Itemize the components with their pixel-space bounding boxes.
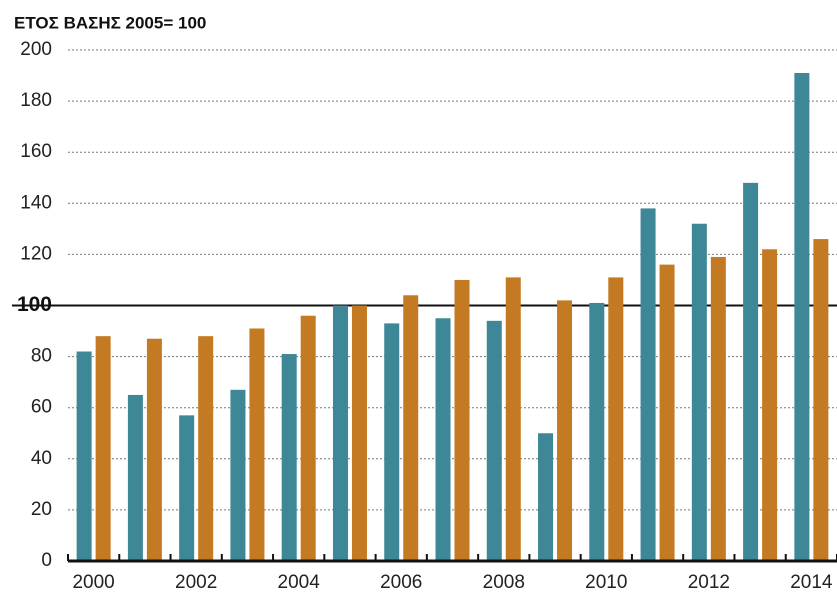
x-tick-label: 2008 (483, 572, 525, 593)
y-tick-label: 40 (31, 448, 52, 469)
bar (146, 338, 162, 561)
bar (76, 351, 92, 561)
y-tick-label: 20 (31, 499, 52, 520)
bar (95, 336, 111, 561)
bar (403, 295, 419, 561)
bar (608, 277, 624, 561)
bar (454, 279, 470, 561)
y-tick-label: 200 (20, 39, 52, 60)
bar (300, 315, 316, 561)
y-tick-label: 80 (31, 346, 52, 367)
chart-title: ΕΤΟΣ ΒΑΣΗΣ 2005= 100 (14, 13, 206, 32)
y-tick-label: 180 (20, 90, 52, 111)
bar (351, 305, 367, 561)
bar (743, 182, 759, 562)
bar (281, 354, 297, 561)
bar (710, 256, 726, 561)
bar (762, 249, 778, 562)
bar (486, 320, 502, 561)
bar (589, 302, 605, 561)
bar (332, 305, 348, 561)
bar (691, 223, 707, 562)
bar (435, 318, 451, 561)
x-tick-label: 2010 (585, 572, 627, 593)
bar (249, 328, 265, 561)
y-tick-label: 120 (20, 243, 52, 264)
y-tick-label: 140 (20, 192, 52, 213)
x-tick-label: 2006 (380, 572, 422, 593)
x-tick-label: 2012 (688, 572, 730, 593)
bar (538, 433, 554, 561)
bar (198, 336, 214, 561)
bar (179, 415, 195, 561)
bar (640, 208, 656, 561)
x-tick-label: 2004 (278, 572, 321, 593)
y-tick-label: 160 (20, 141, 52, 162)
x-tick-label: 2002 (175, 572, 217, 593)
y-tick-label: 60 (31, 397, 52, 418)
bar (230, 389, 246, 561)
bar (127, 394, 143, 561)
x-tick-label: 2014 (790, 572, 833, 593)
bar (659, 264, 675, 561)
bar (794, 72, 810, 562)
x-tick-label: 2000 (72, 572, 114, 593)
bar (557, 300, 573, 561)
bar (384, 323, 400, 561)
bar (813, 239, 829, 561)
y-tick-label: 0 (41, 550, 52, 571)
bar (505, 277, 521, 561)
